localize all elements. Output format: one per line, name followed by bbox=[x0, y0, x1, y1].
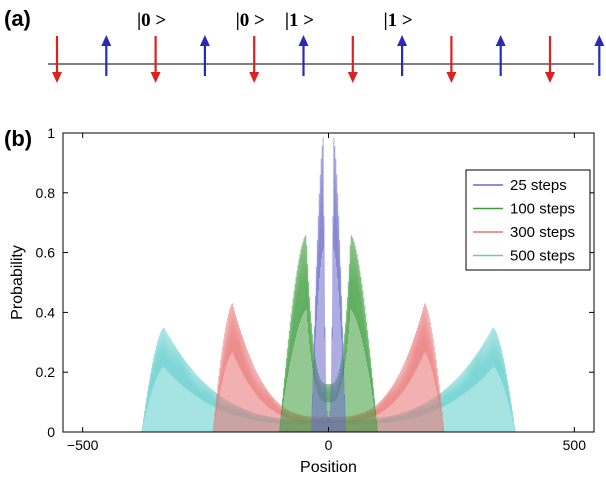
legend: 25 steps 100 steps 300 steps 500 steps bbox=[465, 169, 591, 271]
ket-label: |1 > bbox=[383, 10, 412, 31]
x-tick-label: 0 bbox=[325, 437, 333, 453]
ket-label: |0 > bbox=[236, 10, 265, 31]
x-axis-label: Position bbox=[300, 459, 357, 476]
series-100-steps-area bbox=[279, 234, 378, 433]
spin-up-arrow bbox=[101, 35, 112, 76]
panel-a-label: (a) bbox=[4, 6, 31, 31]
legend-label: 500 steps bbox=[510, 248, 575, 265]
legend-box bbox=[465, 169, 591, 271]
spin-down-arrow bbox=[150, 36, 161, 83]
legend-item: 500 steps bbox=[473, 248, 575, 265]
spin-down-arrow bbox=[249, 36, 260, 83]
x-tick-label: −500 bbox=[67, 437, 99, 453]
y-tick-label: 0.8 bbox=[36, 185, 56, 201]
spin-up-arrow bbox=[298, 35, 309, 76]
panel-b-label: (b) bbox=[4, 126, 32, 151]
legend-label: 300 steps bbox=[510, 224, 575, 241]
spin-down-arrow bbox=[545, 36, 555, 83]
y-axis-label: Probability bbox=[9, 245, 26, 320]
y-tick-label: 0.4 bbox=[36, 304, 56, 320]
legend-item: 100 steps bbox=[473, 201, 575, 218]
spin-down-arrow bbox=[347, 36, 358, 83]
x-tick-label: 500 bbox=[563, 437, 587, 453]
series-25-steps-area bbox=[311, 137, 346, 433]
spin-up-arrow bbox=[495, 35, 506, 76]
legend-label: 100 steps bbox=[510, 201, 575, 218]
spin-up-arrow bbox=[594, 35, 605, 76]
probability-plot: −500 0 500 0 0.2 0.4 0.6 0.8 1 Position Probabil… bbox=[9, 125, 595, 476]
spin-up-arrow bbox=[397, 35, 408, 76]
spin-down-arrow bbox=[52, 36, 62, 83]
axis-ticks: −500 0 500 0 0.2 0.4 0.6 0.8 1 bbox=[36, 125, 594, 453]
spin-up-arrow bbox=[199, 35, 210, 76]
y-tick-label: 1 bbox=[47, 125, 55, 141]
ket-label: |1 > bbox=[285, 10, 314, 31]
series-areas bbox=[141, 137, 516, 433]
legend-item: 300 steps bbox=[473, 224, 575, 241]
ket-label: |0 > bbox=[137, 10, 166, 31]
y-tick-label: 0.2 bbox=[36, 364, 56, 380]
legend-label: 25 steps bbox=[510, 177, 567, 194]
spin-chain: |0 > |0 > |1 > |1 > bbox=[48, 10, 605, 83]
legend-item: 25 steps bbox=[473, 177, 567, 194]
y-tick-label: 0.6 bbox=[36, 245, 56, 261]
y-tick-label: 0 bbox=[47, 424, 55, 440]
spin-down-arrow bbox=[446, 36, 457, 83]
